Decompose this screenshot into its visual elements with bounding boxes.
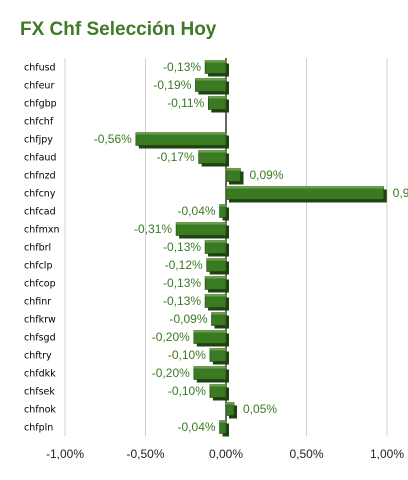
value-label: -0,31% bbox=[134, 222, 172, 236]
x-tick-label: 0,50% bbox=[289, 447, 323, 461]
value-label: -0,19% bbox=[153, 78, 191, 92]
category-label: chfnok bbox=[24, 405, 56, 416]
x-tick-label: 0,00% bbox=[209, 447, 243, 461]
value-label: -0,10% bbox=[168, 348, 206, 362]
category-label: chfcop bbox=[24, 279, 56, 290]
category-label: chftry bbox=[24, 351, 52, 362]
category-label: chfgbp bbox=[24, 99, 57, 110]
value-label: -0,12% bbox=[165, 258, 203, 272]
value-label: -0,09% bbox=[169, 312, 207, 326]
category-label: chfsgd bbox=[24, 333, 56, 344]
category-label: chfinr bbox=[24, 297, 51, 308]
bar-highlight bbox=[219, 204, 226, 207]
bar-highlight bbox=[198, 150, 226, 153]
x-tick-label: -0,50% bbox=[126, 447, 164, 461]
category-label: chfchf bbox=[24, 117, 54, 128]
value-label: -0,13% bbox=[163, 294, 201, 308]
chart-title: FX Chf Selección Hoy bbox=[20, 19, 217, 40]
bar-highlight bbox=[205, 276, 226, 279]
category-label: chfeur bbox=[24, 81, 54, 92]
x-tick-label: 1,00% bbox=[370, 447, 404, 461]
category-label: chfmxn bbox=[24, 225, 60, 236]
bar-highlight bbox=[219, 420, 226, 423]
bar-highlight bbox=[208, 96, 226, 99]
bar-highlight bbox=[209, 348, 226, 351]
value-label: -0,20% bbox=[152, 330, 190, 344]
category-label: chfclp bbox=[24, 261, 52, 272]
category-label: chfjpy bbox=[24, 135, 53, 146]
bar-highlight bbox=[135, 132, 226, 135]
bar-highlight bbox=[176, 222, 226, 225]
bar-highlight bbox=[193, 366, 226, 369]
value-label: -0,04% bbox=[178, 204, 216, 218]
value-label: 0,9 bbox=[393, 186, 408, 200]
bar-highlight bbox=[206, 258, 226, 261]
bar-highlight bbox=[205, 60, 226, 63]
category-label: chfkrw bbox=[24, 315, 56, 326]
bar-highlight bbox=[226, 186, 384, 189]
bar-layer bbox=[135, 60, 387, 437]
value-label: -0,13% bbox=[163, 276, 201, 290]
bar-highlight bbox=[226, 168, 241, 171]
bar-highlight bbox=[193, 330, 226, 333]
value-label: 0,09% bbox=[249, 168, 283, 182]
value-label: -0,11% bbox=[167, 96, 204, 110]
category-label: chfnzd bbox=[24, 171, 56, 182]
category-label: chfcad bbox=[24, 207, 56, 218]
value-label: -0,17% bbox=[157, 150, 195, 164]
label-layer: chfusd chfeur chfgbp chfchf chfjpy chfaud chfn… bbox=[24, 60, 408, 461]
bar-highlight bbox=[205, 294, 226, 297]
category-label: chfaud bbox=[24, 153, 56, 164]
value-label: -0,10% bbox=[168, 384, 206, 398]
value-label: -0,13% bbox=[163, 240, 201, 254]
category-label: chfusd bbox=[24, 63, 56, 74]
bar-highlight bbox=[209, 384, 226, 387]
bar-highlight bbox=[211, 312, 226, 315]
value-label: -0,13% bbox=[163, 60, 201, 74]
value-label: -0,04% bbox=[178, 420, 216, 434]
category-label: chfpln bbox=[24, 423, 53, 434]
category-label: chfcny bbox=[24, 189, 56, 200]
bar-highlight bbox=[205, 240, 226, 243]
category-label: chfdkk bbox=[24, 369, 56, 380]
value-label: 0,05% bbox=[243, 402, 277, 416]
value-label: -0,56% bbox=[94, 132, 132, 146]
value-label: -0,20% bbox=[152, 366, 190, 380]
category-label: chfbrl bbox=[24, 243, 51, 254]
x-tick-label: -1,00% bbox=[46, 447, 84, 461]
bar-highlight bbox=[195, 78, 226, 81]
category-label: chfsek bbox=[24, 387, 55, 398]
bar-highlight bbox=[226, 402, 235, 405]
